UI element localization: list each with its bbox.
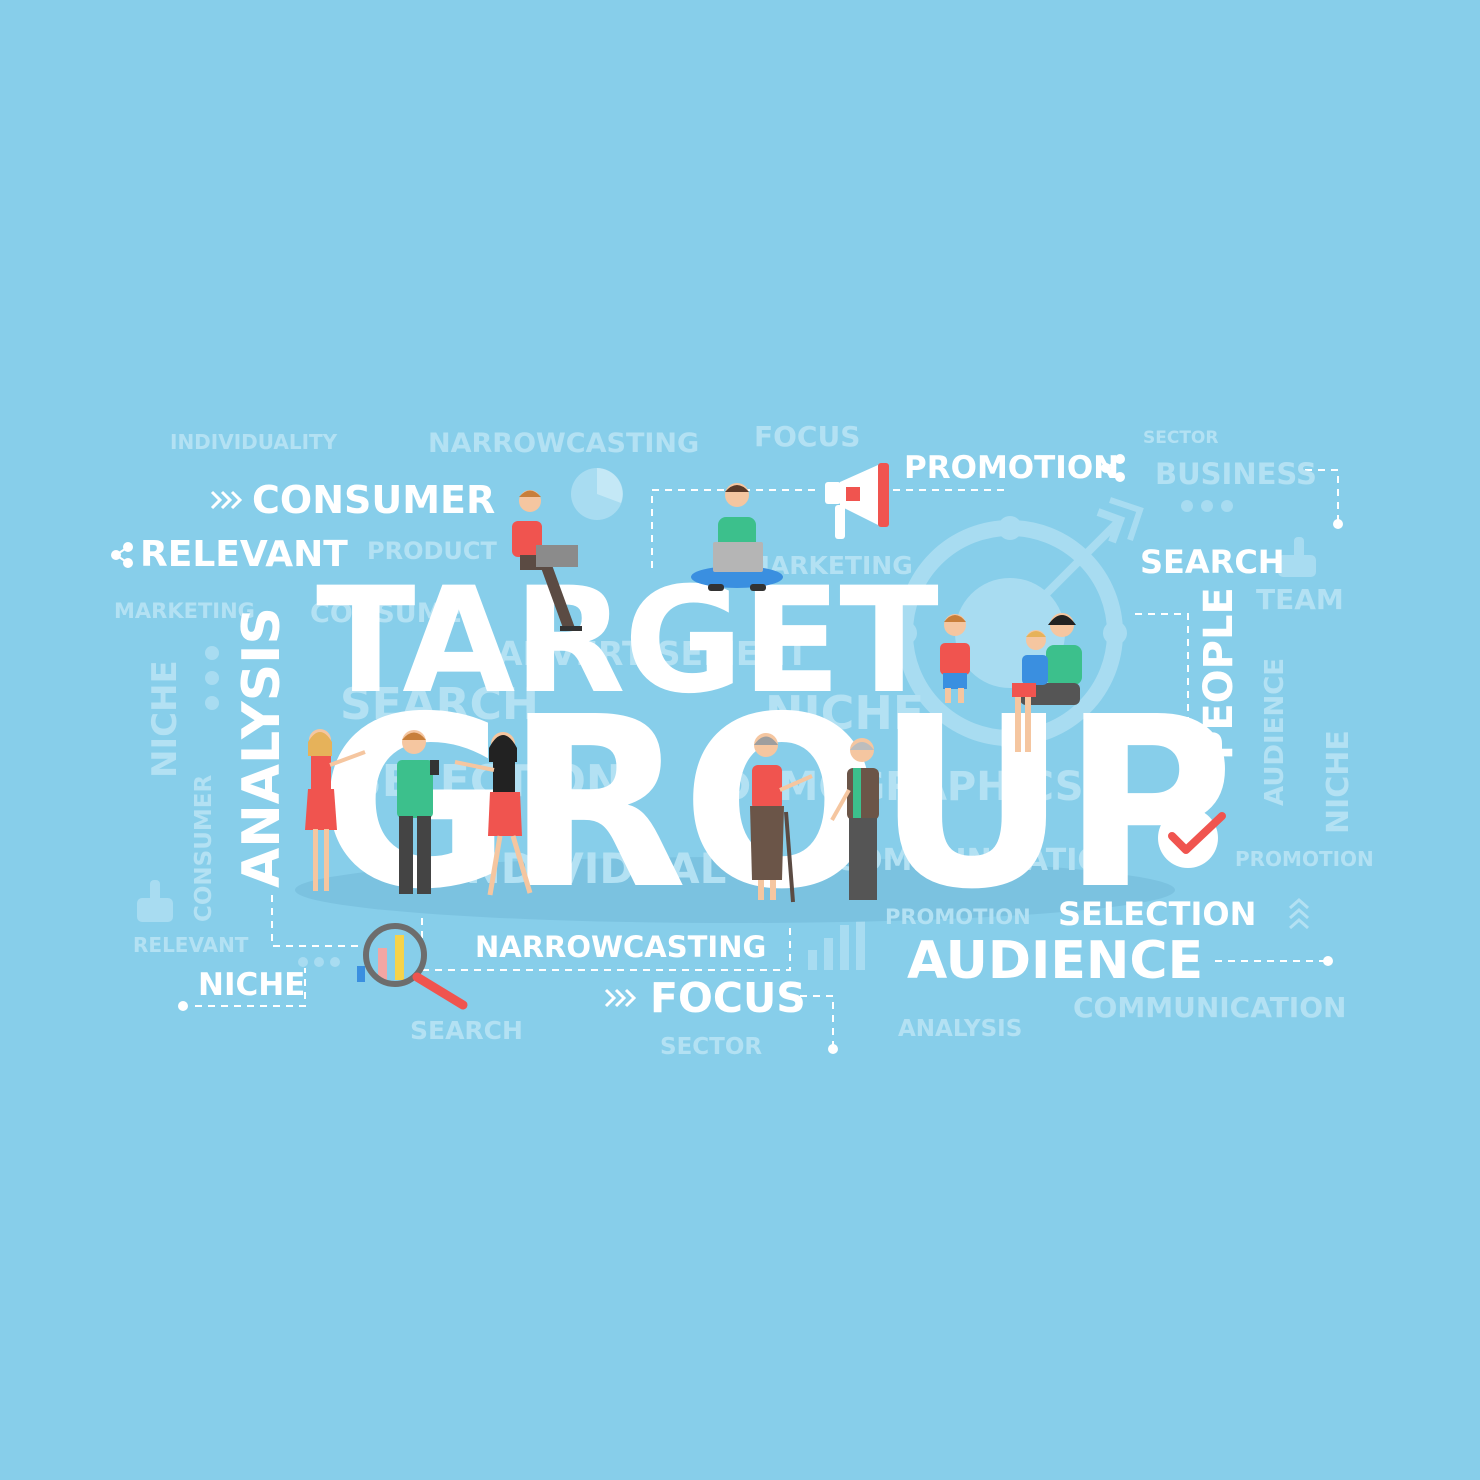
bg-word-advertisement: ADVERTISEMENT <box>497 634 809 673</box>
person-elderly-man <box>830 738 879 900</box>
bar-chart-icon <box>808 910 865 970</box>
word-search: SEARCH <box>1140 543 1285 581</box>
share-icon <box>111 454 1125 568</box>
person-boy <box>940 614 970 703</box>
bg-word-relevant-bottom: RELEVANT <box>133 933 249 957</box>
bg-word-analysis-bottom: ANALYSIS <box>898 1016 1023 1042</box>
word-consumer: CONSUMER <box>252 478 496 522</box>
person-woman-left <box>305 729 366 891</box>
bg-word-promotion-right: PROMOTION <box>1235 847 1374 871</box>
magnifier-icon <box>357 923 468 1010</box>
headline-target: TARGET <box>316 556 939 726</box>
bg-word-consumer-mid: CONSUMER <box>310 598 483 629</box>
bg-word-communication-mid: COMMUNICATION <box>835 843 1128 878</box>
bg-word-search-mid: SEARCH <box>340 679 539 730</box>
target-icon <box>893 497 1144 750</box>
bg-word-search-bottom: SEARCH <box>410 1016 523 1045</box>
person-laptop-left <box>512 490 582 631</box>
person-elderly-woman <box>750 733 813 903</box>
bg-word-niche-mid: NICHE <box>765 686 925 740</box>
word-relevant: RELEVANT <box>140 534 348 575</box>
bg-word-focus: FOCUS <box>754 420 861 453</box>
word-promotion: PROMOTION <box>904 450 1120 486</box>
word-selection: SELECTION <box>1058 895 1257 933</box>
bg-word-communication-bottom: COMMUNICATION <box>1073 991 1347 1024</box>
word-niche: NICHE <box>198 967 306 1003</box>
person-mother-child <box>1012 613 1082 752</box>
person-man-phone <box>397 730 439 894</box>
word-narrowcasting: NARROWCASTING <box>475 930 767 964</box>
arrows-icon <box>210 490 637 1008</box>
person-sitting-laptop <box>691 483 783 591</box>
bg-word-team: TEAM <box>1256 583 1344 616</box>
bg-word-product: PRODUCT <box>367 537 497 565</box>
checkmark-icon <box>1158 808 1226 868</box>
word-audience: AUDIENCE <box>907 931 1204 991</box>
bg-word-sector-top: SECTOR <box>1143 428 1219 448</box>
megaphone-icon <box>825 463 889 539</box>
bg-word-sector-bottom: SECTOR <box>660 1034 763 1060</box>
thumbs-up-icon <box>137 537 1316 922</box>
bg-word-promotion-bottom: PROMOTION <box>885 905 1031 929</box>
word-focus: FOCUS <box>650 974 806 1022</box>
person-woman-dark-hair <box>454 732 533 896</box>
bg-word-individuality: INDIVIDUALITY <box>170 430 338 454</box>
pie-chart-icon <box>571 468 623 520</box>
bg-word-business: BUSINESS <box>1155 457 1317 491</box>
bg-word-marketing-left: MARKETING <box>114 599 255 623</box>
bg-word-narrowcasting: NARROWCASTING <box>428 428 700 459</box>
